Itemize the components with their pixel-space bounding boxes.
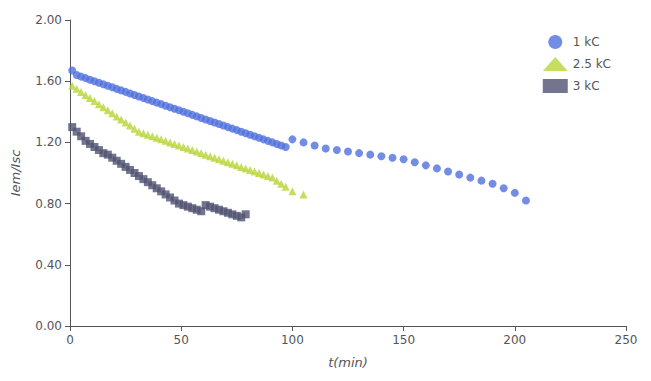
- svg-text:2.00: 2.00: [35, 13, 62, 27]
- svg-text:2.5 kC: 2.5 kC: [573, 57, 611, 71]
- svg-text:0.40: 0.40: [35, 258, 62, 272]
- svg-text:1 kC: 1 kC: [573, 35, 600, 49]
- svg-text:3 kC: 3 kC: [573, 79, 600, 93]
- svg-text:250: 250: [615, 333, 638, 347]
- svg-text:0.80: 0.80: [35, 197, 62, 211]
- svg-text:1.20: 1.20: [35, 135, 62, 149]
- svg-text:50: 50: [174, 333, 189, 347]
- svg-text:Iem/Isc: Iem/Isc: [8, 150, 23, 197]
- svg-text:0: 0: [66, 333, 74, 347]
- svg-text:t(min): t(min): [328, 355, 368, 370]
- svg-text:100: 100: [281, 333, 304, 347]
- svg-text:150: 150: [392, 333, 415, 347]
- svg-text:1.60: 1.60: [35, 74, 62, 88]
- svg-text:0.00: 0.00: [35, 319, 62, 333]
- svg-text:200: 200: [503, 333, 526, 347]
